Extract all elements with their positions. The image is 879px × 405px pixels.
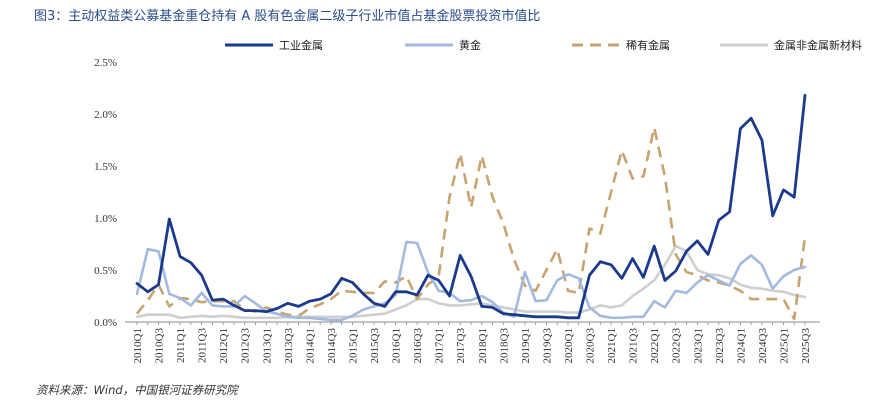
x-tick-label: 2024Q3 [757,328,769,364]
x-tick-label: 2021Q3 [628,328,640,364]
y-tick-label: 2.5% [94,57,117,69]
legend-label-1: 工业金属 [279,38,323,52]
x-tick-label: 2012Q3 [240,328,252,364]
x-tick-label: 2010Q3 [154,328,166,364]
x-tick-label: 2019Q3 [541,328,553,364]
x-tick-label: 2013Q1 [261,328,273,363]
series-line-2 [135,240,807,322]
figure-title: 图3：主动权益类公募基金重仓持有 A 股有色金属二级子行业市值占基金股票投资市值… [34,9,541,24]
x-tick-label: 2017Q1 [434,328,446,363]
x-tick-label: 2015Q1 [347,328,359,363]
x-tick-label: 2014Q3 [326,328,338,364]
x-tick-label: 2017Q3 [455,328,467,364]
y-tick-label: 1.0% [94,213,117,225]
x-tick-label: 2024Q1 [735,328,747,363]
chart-axes: 0.0% 0.5% 1.0% 1.5% 2.0% 2.5% 2010Q1 2010Q3 2011… [94,57,820,363]
series-line-4 [135,244,807,320]
x-tick-label: 2010Q1 [132,328,144,363]
figure-source-note: 资料来源：Wind，中国银河证券研究院 [36,383,238,397]
y-tick-label: 1.5% [94,161,117,173]
x-tick-label: 2021Q1 [606,328,618,363]
x-tick-label: 2018Q1 [477,328,489,363]
x-tick-label: 2014Q1 [304,328,316,363]
chart-series [135,93,807,322]
legend-label-2: 黄金 [459,38,481,52]
x-tick-label: 2015Q3 [369,328,381,364]
x-tick-label: 2011Q1 [175,328,187,363]
y-tick-label: 0.5% [94,265,117,277]
x-tick-label: 2020Q1 [563,328,575,363]
x-tick-label: 2022Q3 [671,328,683,364]
x-tick-label: 2013Q3 [283,328,295,364]
x-tick-label: 2012Q1 [218,328,230,363]
x-tick-label: 2011Q3 [197,328,209,364]
x-tick-label: 2022Q1 [649,328,661,363]
series-line-1 [135,93,807,320]
x-tick-label: 2025Q3 [800,328,812,364]
x-tick-label: 2025Q1 [778,328,790,363]
legend-label-3: 稀有金属 [626,38,670,52]
x-tick-label: 2016Q3 [412,328,424,364]
x-tick-label: 2016Q1 [391,328,403,363]
x-tick-label: 2018Q3 [498,328,510,364]
y-tick-label: 0.0% [94,317,117,329]
x-tick-label: 2023Q1 [692,328,704,363]
chart-legend: 工业金属 黄金 稀有金属 金属非金属新材料 [225,38,862,52]
series-line-3 [135,126,807,321]
legend-label-4: 金属非金属新材料 [774,38,862,52]
x-tick-label: 2020Q3 [585,328,597,364]
x-tick-label: 2019Q1 [520,328,532,363]
y-tick-label: 2.0% [94,109,117,121]
x-tick-label: 2023Q3 [714,328,726,364]
